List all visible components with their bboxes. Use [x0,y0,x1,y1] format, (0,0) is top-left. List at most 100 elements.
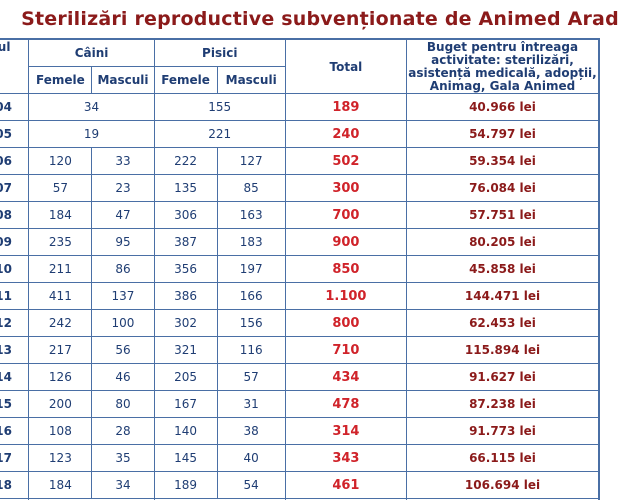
header-cats-female: Femele [153,66,218,94]
table-row: 20102118635619785045.858 lei [0,255,600,283]
row-year: 2007 [0,174,30,202]
row-cats-male: 40 [216,444,286,472]
row-dogs-female: 217 [28,336,93,364]
row-budget: 76.084 lei [405,174,600,202]
row-budget: 62.453 lei [405,309,600,337]
row-dogs-male: 56 [91,336,155,364]
row-year: 2018 [0,471,30,499]
summary-cats: 5.050 [153,498,286,500]
row-cats-combined: 155 [153,93,286,121]
header-dogs-male: Masculi [91,66,155,94]
table-row: 201321756321116710115.894 lei [0,336,600,364]
header-cats: Pisici [153,38,286,68]
row-total: 850 [284,255,407,283]
table-row: 20092359538718390080.205 lei [0,228,600,256]
row-dogs-male: 100 [91,309,155,337]
row-year: 2009 [0,228,30,256]
row-budget: 144.471 lei [405,282,600,310]
header-total: Total [284,38,407,94]
row-dogs-male: 28 [91,417,155,445]
table-row: 20081844730616370057.751 lei [0,201,600,229]
table-row: 20051922124054.797 lei [0,120,600,148]
row-cats-female: 302 [153,309,218,337]
row-budget: 66.115 lei [405,444,600,472]
row-dogs-female: 126 [28,363,93,391]
row-cats-male: 183 [216,228,286,256]
table-row: 20043415518940.966 lei [0,93,600,121]
row-year: 2014 [0,363,30,391]
row-budget: 59.354 lei [405,147,600,175]
row-cats-male: 31 [216,390,286,418]
row-cats-male: 57 [216,363,286,391]
row-cats-female: 321 [153,336,218,364]
row-dogs-male: 47 [91,201,155,229]
row-total: 461 [284,471,407,499]
row-total: 343 [284,444,407,472]
header-row: Anul Câini Pisici Total Buget pentru înt… [0,38,600,94]
row-cats-male: 156 [216,309,286,337]
row-year: 2012 [0,309,30,337]
row-year: 2010 [0,255,30,283]
row-year: 2017 [0,444,30,472]
table-row: 2015200801673147887.238 lei [0,390,600,418]
summary-total: 8.321 [284,498,407,500]
row-dogs-female: 57 [28,174,93,202]
row-cats-female: 356 [153,255,218,283]
row-cats-female: 135 [153,174,218,202]
row-cats-male: 85 [216,174,286,202]
subheader-row: Femele Masculi Femele Masculi [0,66,599,94]
row-budget: 57.751 lei [405,201,600,229]
row-cats-male: 197 [216,255,286,283]
table-row: 2017123351454034366.115 lei [0,444,600,472]
header-dogs: Câini [28,38,155,68]
row-dogs-combined: 19 [28,120,155,148]
row-dogs-combined: 34 [28,93,155,121]
row-total: 300 [284,174,407,202]
table-row: 200757231358530076.084 lei [0,174,600,202]
row-cats-male: 163 [216,201,286,229]
sterilization-table: Anul Câini Pisici Total Buget pentru înt… [0,38,600,500]
row-total: 800 [284,309,407,337]
row-total: 502 [284,147,407,175]
row-dogs-female: 411 [28,282,93,310]
row-dogs-male: 35 [91,444,155,472]
row-total: 710 [284,336,407,364]
row-budget: 106.694 lei [405,471,600,499]
row-cats-male: 127 [216,147,286,175]
row-cats-male: 166 [216,282,286,310]
row-cats-female: 205 [153,363,218,391]
row-cats-female: 145 [153,444,218,472]
row-cats-female: 189 [153,471,218,499]
row-budget: 115.894 lei [405,336,600,364]
row-dogs-female: 200 [28,390,93,418]
row-dogs-female: 108 [28,417,93,445]
table-row: 20181843418954461106.694 lei [0,471,600,499]
row-total: 314 [284,417,407,445]
row-dogs-female: 184 [28,471,93,499]
row-dogs-female: 235 [28,228,93,256]
row-cats-male: 38 [216,417,286,445]
row-cats-female: 387 [153,228,218,256]
table-row: 201224210030215680062.453 lei [0,309,600,337]
table-viewport: Anul Câini Pisici Total Buget pentru înt… [0,38,640,500]
row-year: 2015 [0,390,30,418]
row-dogs-male: 95 [91,228,155,256]
row-year: 2013 [0,336,30,364]
row-budget: 54.797 lei [405,120,600,148]
row-total: 700 [284,201,407,229]
row-budget: 45.858 lei [405,255,600,283]
row-year: 2016 [0,417,30,445]
table-row: 2016108281403831491.773 lei [0,417,600,445]
row-budget: 80.205 lei [405,228,600,256]
row-total: 240 [284,120,407,148]
row-cats-male: 116 [216,336,286,364]
row-budget: 40.966 lei [405,93,600,121]
row-year: 2011 [0,282,30,310]
header-budget: Buget pentru întreaga activitate: steril… [405,38,600,94]
row-dogs-male: 33 [91,147,155,175]
header-year: Anul [0,38,30,94]
row-budget: 91.773 lei [405,417,600,445]
row-total: 478 [284,390,407,418]
